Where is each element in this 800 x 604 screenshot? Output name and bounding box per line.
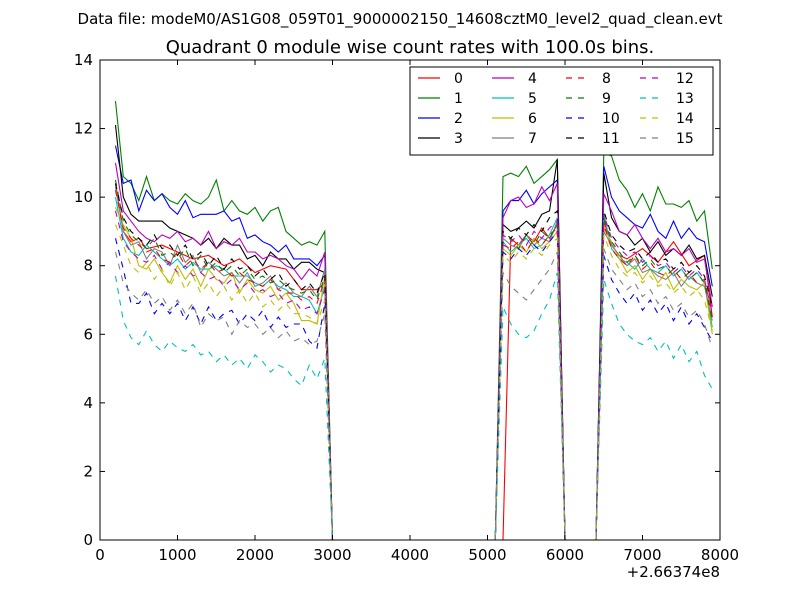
series-line-13 <box>114 272 713 540</box>
series-line-14 <box>114 224 713 540</box>
x-axis-offset-label: +2.66374e8 <box>627 563 720 581</box>
chart-title: Quadrant 0 module wise count rates with … <box>166 37 655 58</box>
x-tick-label: 4000 <box>391 546 429 564</box>
legend-label-2: 2 <box>454 111 463 127</box>
x-tick-label: 5000 <box>468 546 506 564</box>
legend-label-10: 10 <box>602 111 620 127</box>
y-tick-label: 10 <box>74 188 93 206</box>
x-tick-label: 6000 <box>546 546 584 564</box>
series-line-10 <box>114 229 713 540</box>
legend-label-4: 4 <box>528 71 537 87</box>
legend-label-6: 6 <box>528 111 537 127</box>
legend-label-13: 13 <box>676 91 694 107</box>
series-line-15 <box>114 248 713 540</box>
y-tick-label: 8 <box>83 257 93 275</box>
legend-label-8: 8 <box>602 71 611 87</box>
x-tick-label: 0 <box>95 546 105 564</box>
legend-label-7: 7 <box>528 131 537 147</box>
series-layer <box>114 101 713 540</box>
x-tick-label: 3000 <box>313 546 351 564</box>
legend-label-14: 14 <box>676 111 694 127</box>
legend-label-0: 0 <box>454 71 463 87</box>
series-line-11 <box>114 183 713 540</box>
legend-label-15: 15 <box>676 131 694 147</box>
y-tick-label: 4 <box>83 394 93 412</box>
y-tick-label: 6 <box>83 325 93 343</box>
legend-label-12: 12 <box>676 71 694 87</box>
x-tick-label: 1000 <box>158 546 196 564</box>
series-line-7 <box>114 186 713 540</box>
axis-ticks: 0 1000 2000 3000 4000 5000 6000 7000 80000246810… <box>74 51 739 564</box>
series-line-12 <box>114 210 713 540</box>
y-tick-label: 0 <box>83 531 93 549</box>
y-tick-label: 12 <box>74 120 93 138</box>
legend-label-1: 1 <box>454 91 463 107</box>
x-tick-label: 7000 <box>623 546 661 564</box>
series-line-1 <box>114 101 713 540</box>
y-tick-label: 2 <box>83 462 93 480</box>
series-line-4 <box>114 162 713 540</box>
x-tick-label: 8000 <box>701 546 739 564</box>
y-tick-label: 14 <box>74 51 93 69</box>
legend-label-9: 9 <box>602 91 611 107</box>
legend-label-3: 3 <box>454 131 463 147</box>
series-line-0 <box>114 183 713 540</box>
legend-label-11: 11 <box>602 131 620 147</box>
figure-suptitle: Data file: modeM0/AS1G08_059T01_90000021… <box>78 10 723 29</box>
legend-label-5: 5 <box>528 91 537 107</box>
x-tick-label: 2000 <box>236 546 274 564</box>
legend-box <box>409 66 714 156</box>
